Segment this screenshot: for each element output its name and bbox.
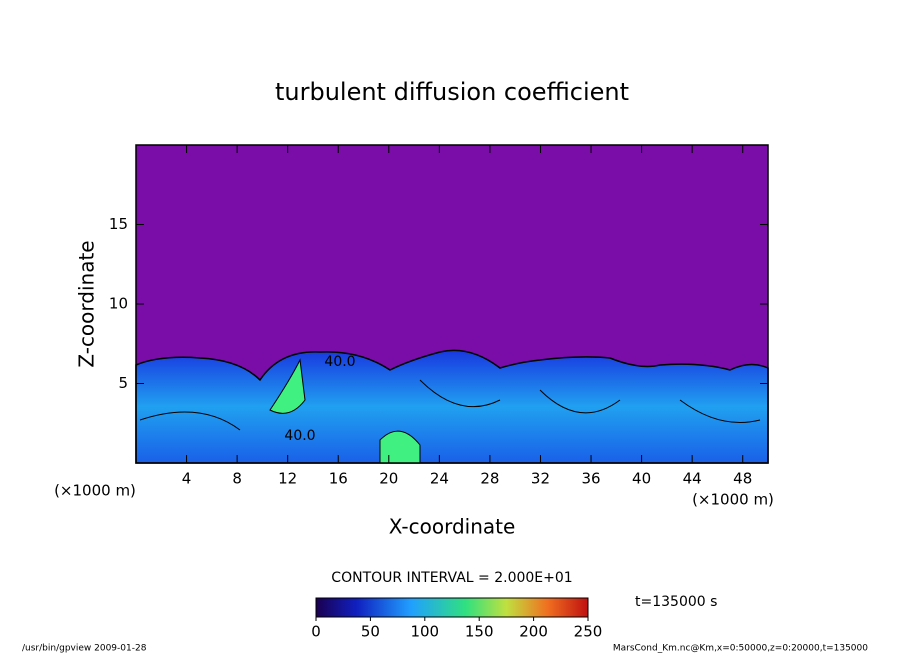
colorbar-tick-label: 150 xyxy=(465,623,494,641)
x-tick-label: 28 xyxy=(480,470,499,488)
x-tick-label: 40 xyxy=(632,470,651,488)
colorbar-tick-label: 0 xyxy=(311,623,321,641)
x-tick-label: 12 xyxy=(278,470,297,488)
turbulent-layer xyxy=(135,349,769,464)
contour-label: 40.0 xyxy=(284,428,315,444)
x-tick-label: 16 xyxy=(329,470,348,488)
y-tick-label: 15 xyxy=(109,215,128,233)
y-unit: (×1000 m) xyxy=(54,482,136,500)
contour-label: 40.0 xyxy=(324,354,355,370)
x-tick-label: 36 xyxy=(581,470,600,488)
x-tick-label: 4 xyxy=(182,470,192,488)
contour-lines xyxy=(139,379,761,431)
contour-interval: CONTOUR INTERVAL = 2.000E+01 xyxy=(331,570,572,586)
colorbar-tick-label: 250 xyxy=(574,623,603,641)
y-tick-label: 5 xyxy=(118,374,128,392)
x-tick-label: 48 xyxy=(733,470,752,488)
x-tick-label: 20 xyxy=(379,470,398,488)
colorbar-tick-label: 50 xyxy=(361,623,380,641)
x-tick-label: 32 xyxy=(531,470,550,488)
footer-left: /usr/bin/gpview 2009-01-28 xyxy=(22,644,147,654)
high-region xyxy=(269,358,421,464)
time-label: t=135000 s xyxy=(635,594,717,610)
chart-title: turbulent diffusion coefficient xyxy=(275,78,629,106)
x-unit: (×1000 m) xyxy=(692,491,774,509)
x-tick-label: 8 xyxy=(232,470,242,488)
y-tick-label: 10 xyxy=(109,295,128,313)
y-axis-label: Z-coordinate xyxy=(75,240,99,367)
footer-right: MarsCond_Km.nc@Km,x=0:50000,z=0:20000,t=… xyxy=(613,644,868,654)
x-axis-label: X-coordinate xyxy=(389,515,516,539)
colorbar-tick-label: 100 xyxy=(410,623,439,641)
x-tick-label: 24 xyxy=(430,470,449,488)
colorbar xyxy=(315,597,589,618)
colorbar-tick-label: 200 xyxy=(519,623,548,641)
x-tick-label: 44 xyxy=(683,470,702,488)
